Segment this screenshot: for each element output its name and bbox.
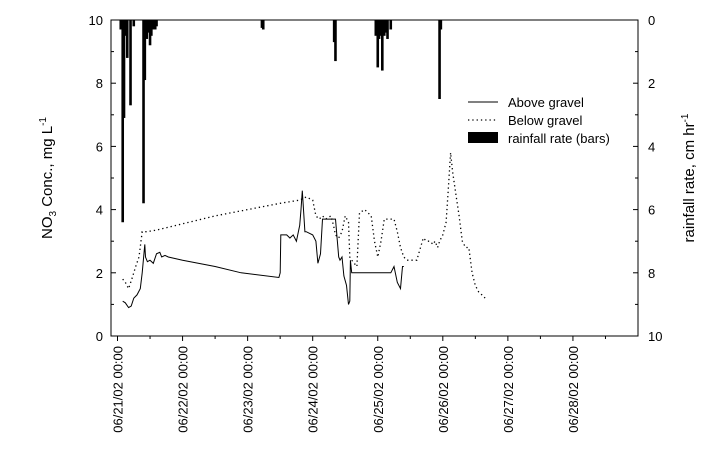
x-tick-label: 06/27/02 00:00 (501, 346, 516, 433)
rainfall-bar (132, 20, 136, 27)
rainfall-bar (124, 20, 127, 36)
rainfall-bar (384, 20, 387, 33)
x-tick-label: 06/24/02 00:00 (306, 346, 321, 433)
rainfall-bars (119, 20, 443, 223)
rainfall-bar (142, 20, 145, 204)
y-tick-label: 2 (96, 266, 103, 281)
y-axis-title-right: rainfall rate, cm hr-1 (680, 113, 698, 242)
x-tick-label: 06/22/02 00:00 (176, 346, 191, 433)
y2-axis-title-superscript: -1 (680, 113, 691, 122)
rainfall-bar (119, 20, 123, 30)
legend: Above gravel Below gravel rainfall rate (b… (468, 95, 610, 146)
rainfall-bar (122, 20, 126, 118)
rainfall-bar (125, 20, 129, 58)
rainfall-bar (382, 20, 386, 36)
y2-tick-label: 4 (648, 139, 655, 154)
rainfall-bar (155, 20, 158, 27)
rainfall-bar (374, 20, 378, 36)
rainfall-bar (389, 20, 393, 30)
y2-axis-title-main: rainfall rate, cm hr (681, 122, 698, 242)
y2-tick-label: 2 (648, 76, 655, 91)
x-tick-label: 06/21/02 00:00 (111, 346, 126, 433)
y-tick-label: 8 (96, 76, 103, 91)
x-axis: 06/21/02 00:00 06/22/02 00:00 06/23/02 00:… (111, 336, 606, 433)
rainfall-bar (439, 20, 443, 30)
legend-swatch-rainfall (468, 132, 498, 143)
y-axis-right: 0 2 4 6 8 10 (633, 13, 662, 344)
rainfall-bar (438, 20, 441, 99)
rainfall-bar (334, 20, 337, 62)
legend-label-above-gravel: Above gravel (508, 95, 584, 110)
rainfall-bar (386, 20, 389, 39)
rainfall-bar (332, 20, 336, 43)
rainfall-bar (377, 20, 381, 39)
series-line-above-gravel (122, 190, 404, 309)
y2-tick-label: 6 (648, 203, 655, 218)
rainfall-bar (261, 20, 265, 30)
rainfall-bar (145, 20, 149, 39)
y2-tick-label: 0 (648, 13, 655, 28)
y-axis-title-main: NO (39, 217, 56, 240)
y-tick-label: 10 (89, 13, 103, 28)
rainfall-bar (379, 20, 383, 36)
legend-label-rainfall: rainfall rate (bars) (508, 131, 610, 146)
legend-label-below-gravel: Below gravel (508, 113, 583, 128)
rainfall-bar (129, 20, 132, 106)
y-tick-label: 6 (96, 139, 103, 154)
y-axis-title-superscript: -1 (38, 117, 49, 126)
plot-frame (110, 19, 639, 337)
rainfall-bar (260, 20, 264, 28)
x-tick-label: 06/28/02 00:00 (566, 346, 581, 433)
rainfall-bar (151, 20, 155, 30)
rainfall-bar (153, 20, 157, 30)
rainfall-bar (381, 20, 384, 71)
y2-tick-label: 10 (648, 329, 662, 344)
y-axis-title-rest: Conc., mg L (39, 126, 56, 211)
rainfall-bar (376, 20, 380, 68)
rainfall-bar (147, 20, 151, 33)
x-tick-label: 06/26/02 00:00 (436, 346, 451, 433)
y-axis-title-left: NO3 Conc., mg L-1 (38, 117, 59, 239)
y-tick-label: 0 (96, 329, 103, 344)
plot-border (110, 19, 639, 337)
series-lines (122, 152, 486, 309)
rainfall-bar (121, 20, 125, 223)
series-line-below-gravel (122, 152, 486, 299)
x-tick-label: 06/23/02 00:00 (241, 346, 256, 433)
y-axis-left: 0 2 4 6 8 10 (89, 13, 116, 344)
rainfall-bar (148, 20, 152, 46)
y2-tick-label: 8 (648, 266, 655, 281)
x-tick-label: 06/25/02 00:00 (371, 346, 386, 433)
rainfall-bar (150, 20, 153, 36)
y-tick-label: 4 (96, 203, 103, 218)
y-axis-title-subscript: 3 (48, 211, 59, 217)
rainfall-bar (143, 20, 147, 81)
